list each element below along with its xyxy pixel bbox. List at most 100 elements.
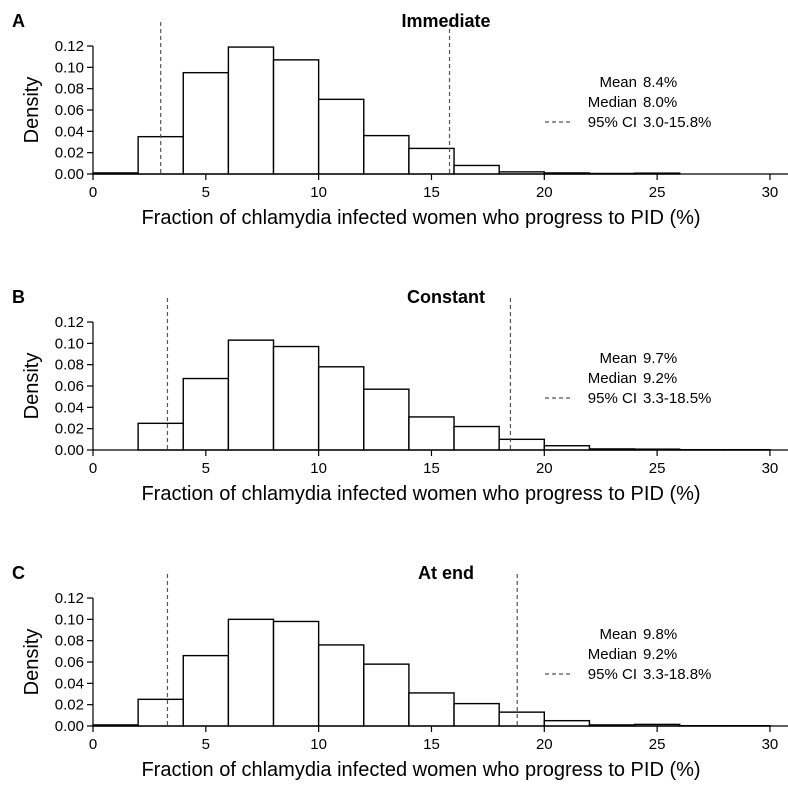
legend-value: 8.4% (643, 74, 677, 91)
histogram-bar (228, 47, 273, 174)
legend-label: 95% CI (588, 666, 637, 683)
y-tick-label: 0.12 (55, 590, 84, 607)
x-tick-label: 5 (202, 184, 210, 201)
legend-value: 3.3-18.5% (643, 390, 711, 407)
histogram-bar (138, 699, 183, 726)
legend-label: Mean (599, 74, 637, 91)
y-tick-label: 0.00 (55, 718, 84, 735)
legend-value: 3.3-18.8% (643, 666, 711, 683)
histogram-bar (138, 423, 183, 450)
histogram-bar (454, 165, 499, 174)
histogram-bar (183, 656, 228, 726)
legend-label: 95% CI (588, 114, 637, 131)
x-tick-label: 30 (762, 460, 779, 477)
panel-letter: C (12, 563, 25, 583)
y-tick-label: 0.06 (55, 378, 84, 395)
histogram-bar (364, 664, 409, 726)
histogram-bar (409, 148, 454, 174)
histogram-bar (183, 379, 228, 450)
histogram-bar (454, 427, 499, 450)
legend: Mean 9.7% Median 9.2% 95% CI 3.3-18.5% (545, 350, 711, 407)
panel-title: At end (418, 563, 474, 583)
histogram-bar (319, 367, 364, 450)
x-tick-label: 10 (310, 460, 327, 477)
y-axis-label: Density (21, 629, 43, 696)
legend-value: 8.0% (643, 94, 677, 111)
legend-value: 9.2% (643, 646, 677, 663)
histogram-bar (228, 340, 273, 450)
legend-label: Median (588, 646, 637, 663)
y-tick-label: 0.04 (55, 123, 84, 140)
y-axis-label: Density (21, 77, 43, 144)
histogram-bar (364, 136, 409, 174)
y-tick-label: 0.06 (55, 102, 84, 119)
panel-letter: A (12, 11, 25, 31)
x-tick-label: 10 (310, 184, 327, 201)
x-tick-label: 30 (762, 736, 779, 753)
histogram-bar (544, 446, 589, 450)
y-tick-label: 0.02 (55, 421, 84, 438)
x-tick-label: 0 (89, 460, 97, 477)
x-tick-label: 25 (649, 184, 666, 201)
histogram-bar (499, 712, 544, 726)
x-tick-label: 5 (202, 460, 210, 477)
panel-letter: B (12, 287, 25, 307)
legend: Mean 8.4% Median 8.0% 95% CI 3.0-15.8% (545, 74, 711, 131)
y-tick-label: 0.06 (55, 654, 84, 671)
histogram-bar (454, 704, 499, 726)
histogram-bar (274, 621, 319, 726)
histogram-bar (409, 417, 454, 450)
histogram-bar (364, 389, 409, 450)
y-tick-label: 0.04 (55, 399, 84, 416)
y-tick-label: 0.12 (55, 314, 84, 331)
x-tick-label: 30 (762, 184, 779, 201)
x-tick-label: 5 (202, 736, 210, 753)
x-axis-label: Fraction of chlamydia infected women who… (141, 207, 700, 229)
histogram-bar (409, 693, 454, 726)
legend-value: 9.2% (643, 370, 677, 387)
x-tick-label: 25 (649, 736, 666, 753)
y-tick-label: 0.10 (55, 611, 84, 628)
y-tick-label: 0.02 (55, 697, 84, 714)
y-tick-label: 0.12 (55, 38, 84, 55)
x-axis-label: Fraction of chlamydia infected women who… (141, 759, 700, 781)
x-tick-label: 20 (536, 184, 553, 201)
panel-title: Constant (407, 287, 485, 307)
legend-value: 9.8% (643, 626, 677, 643)
histogram-bar (544, 721, 589, 726)
legend: Mean 9.8% Median 9.2% 95% CI 3.3-18.8% (545, 626, 711, 683)
legend-value: 3.0-15.8% (643, 114, 711, 131)
y-axis-label: Density (21, 353, 43, 420)
y-tick-label: 0.10 (55, 335, 84, 352)
legend-label: Median (588, 370, 637, 387)
y-tick-label: 0.00 (55, 442, 84, 459)
x-tick-label: 0 (89, 184, 97, 201)
histogram-bar (319, 645, 364, 726)
x-tick-label: 25 (649, 460, 666, 477)
y-tick-label: 0.10 (55, 59, 84, 76)
y-tick-label: 0.08 (55, 81, 84, 98)
legend-label: Median (588, 94, 637, 111)
legend-label: 95% CI (588, 390, 637, 407)
y-tick-label: 0.04 (55, 675, 84, 692)
x-tick-label: 15 (423, 736, 440, 753)
legend-label: Mean (599, 350, 637, 367)
x-tick-label: 20 (536, 736, 553, 753)
y-tick-label: 0.08 (55, 633, 84, 650)
x-tick-label: 15 (423, 460, 440, 477)
panel-title: Immediate (401, 11, 490, 31)
x-tick-label: 20 (536, 460, 553, 477)
panel-b: B Constant 0.00 0.02 0.04 0.06 0.08 0.10 0.12 0 5 1… (12, 287, 788, 505)
histogram-bar (228, 619, 273, 726)
y-tick-label: 0.02 (55, 145, 84, 162)
legend-value: 9.7% (643, 350, 677, 367)
x-tick-label: 0 (89, 736, 97, 753)
y-tick-label: 0.08 (55, 357, 84, 374)
y-tick-label: 0.00 (55, 166, 84, 183)
histogram-bar (183, 73, 228, 174)
legend-label: Mean (599, 626, 637, 643)
histogram-bar (319, 99, 364, 174)
